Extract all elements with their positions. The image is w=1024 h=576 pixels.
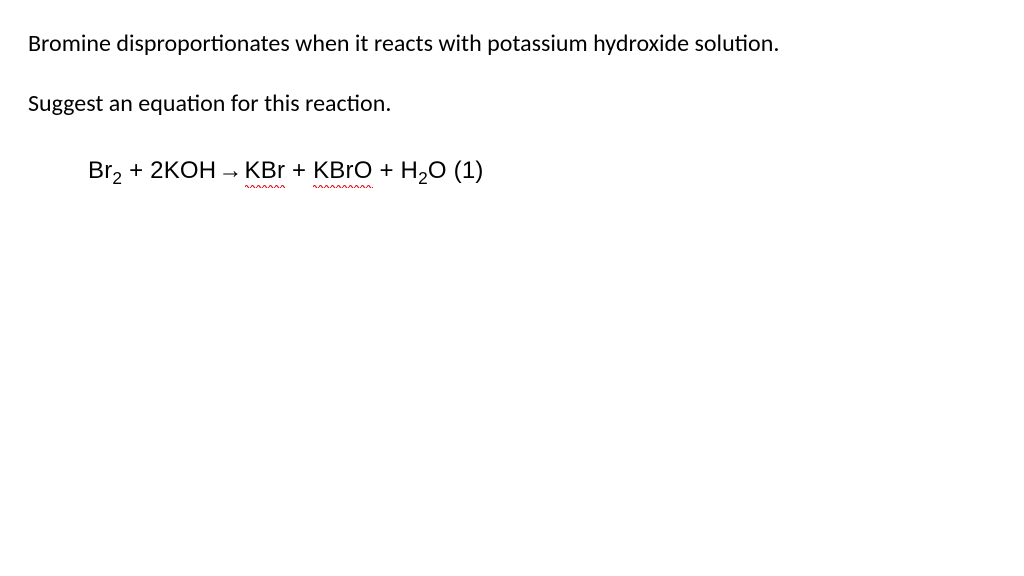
- eq-h2o-o: O: [428, 157, 447, 184]
- eq-marks: (1): [447, 157, 484, 184]
- equation: Br2 + 2KOH → KBr + KBrO + H2O (1): [88, 157, 996, 185]
- eq-kbr: KBr: [245, 157, 286, 185]
- eq-h2o: H2O: [401, 157, 447, 184]
- eq-br2: Br2: [88, 157, 122, 184]
- eq-koh: 2KOH: [150, 157, 216, 184]
- eq-br2-sub: 2: [112, 168, 122, 188]
- question-line-1: Bromine disproportionates when it reacts…: [28, 28, 996, 60]
- eq-br2-base: Br: [88, 157, 112, 184]
- eq-plus-3: +: [373, 157, 401, 184]
- eq-h2o-sub: 2: [418, 168, 428, 188]
- eq-plus-2: +: [285, 157, 313, 184]
- eq-h2o-h: H: [401, 157, 419, 184]
- eq-arrow-icon: →: [216, 157, 244, 185]
- slide: Bromine disproportionates when it reacts…: [0, 0, 1024, 576]
- question-line-2: Suggest an equation for this reaction.: [28, 88, 996, 120]
- eq-plus-1: +: [122, 157, 150, 184]
- eq-kbro: KBrO: [313, 157, 372, 185]
